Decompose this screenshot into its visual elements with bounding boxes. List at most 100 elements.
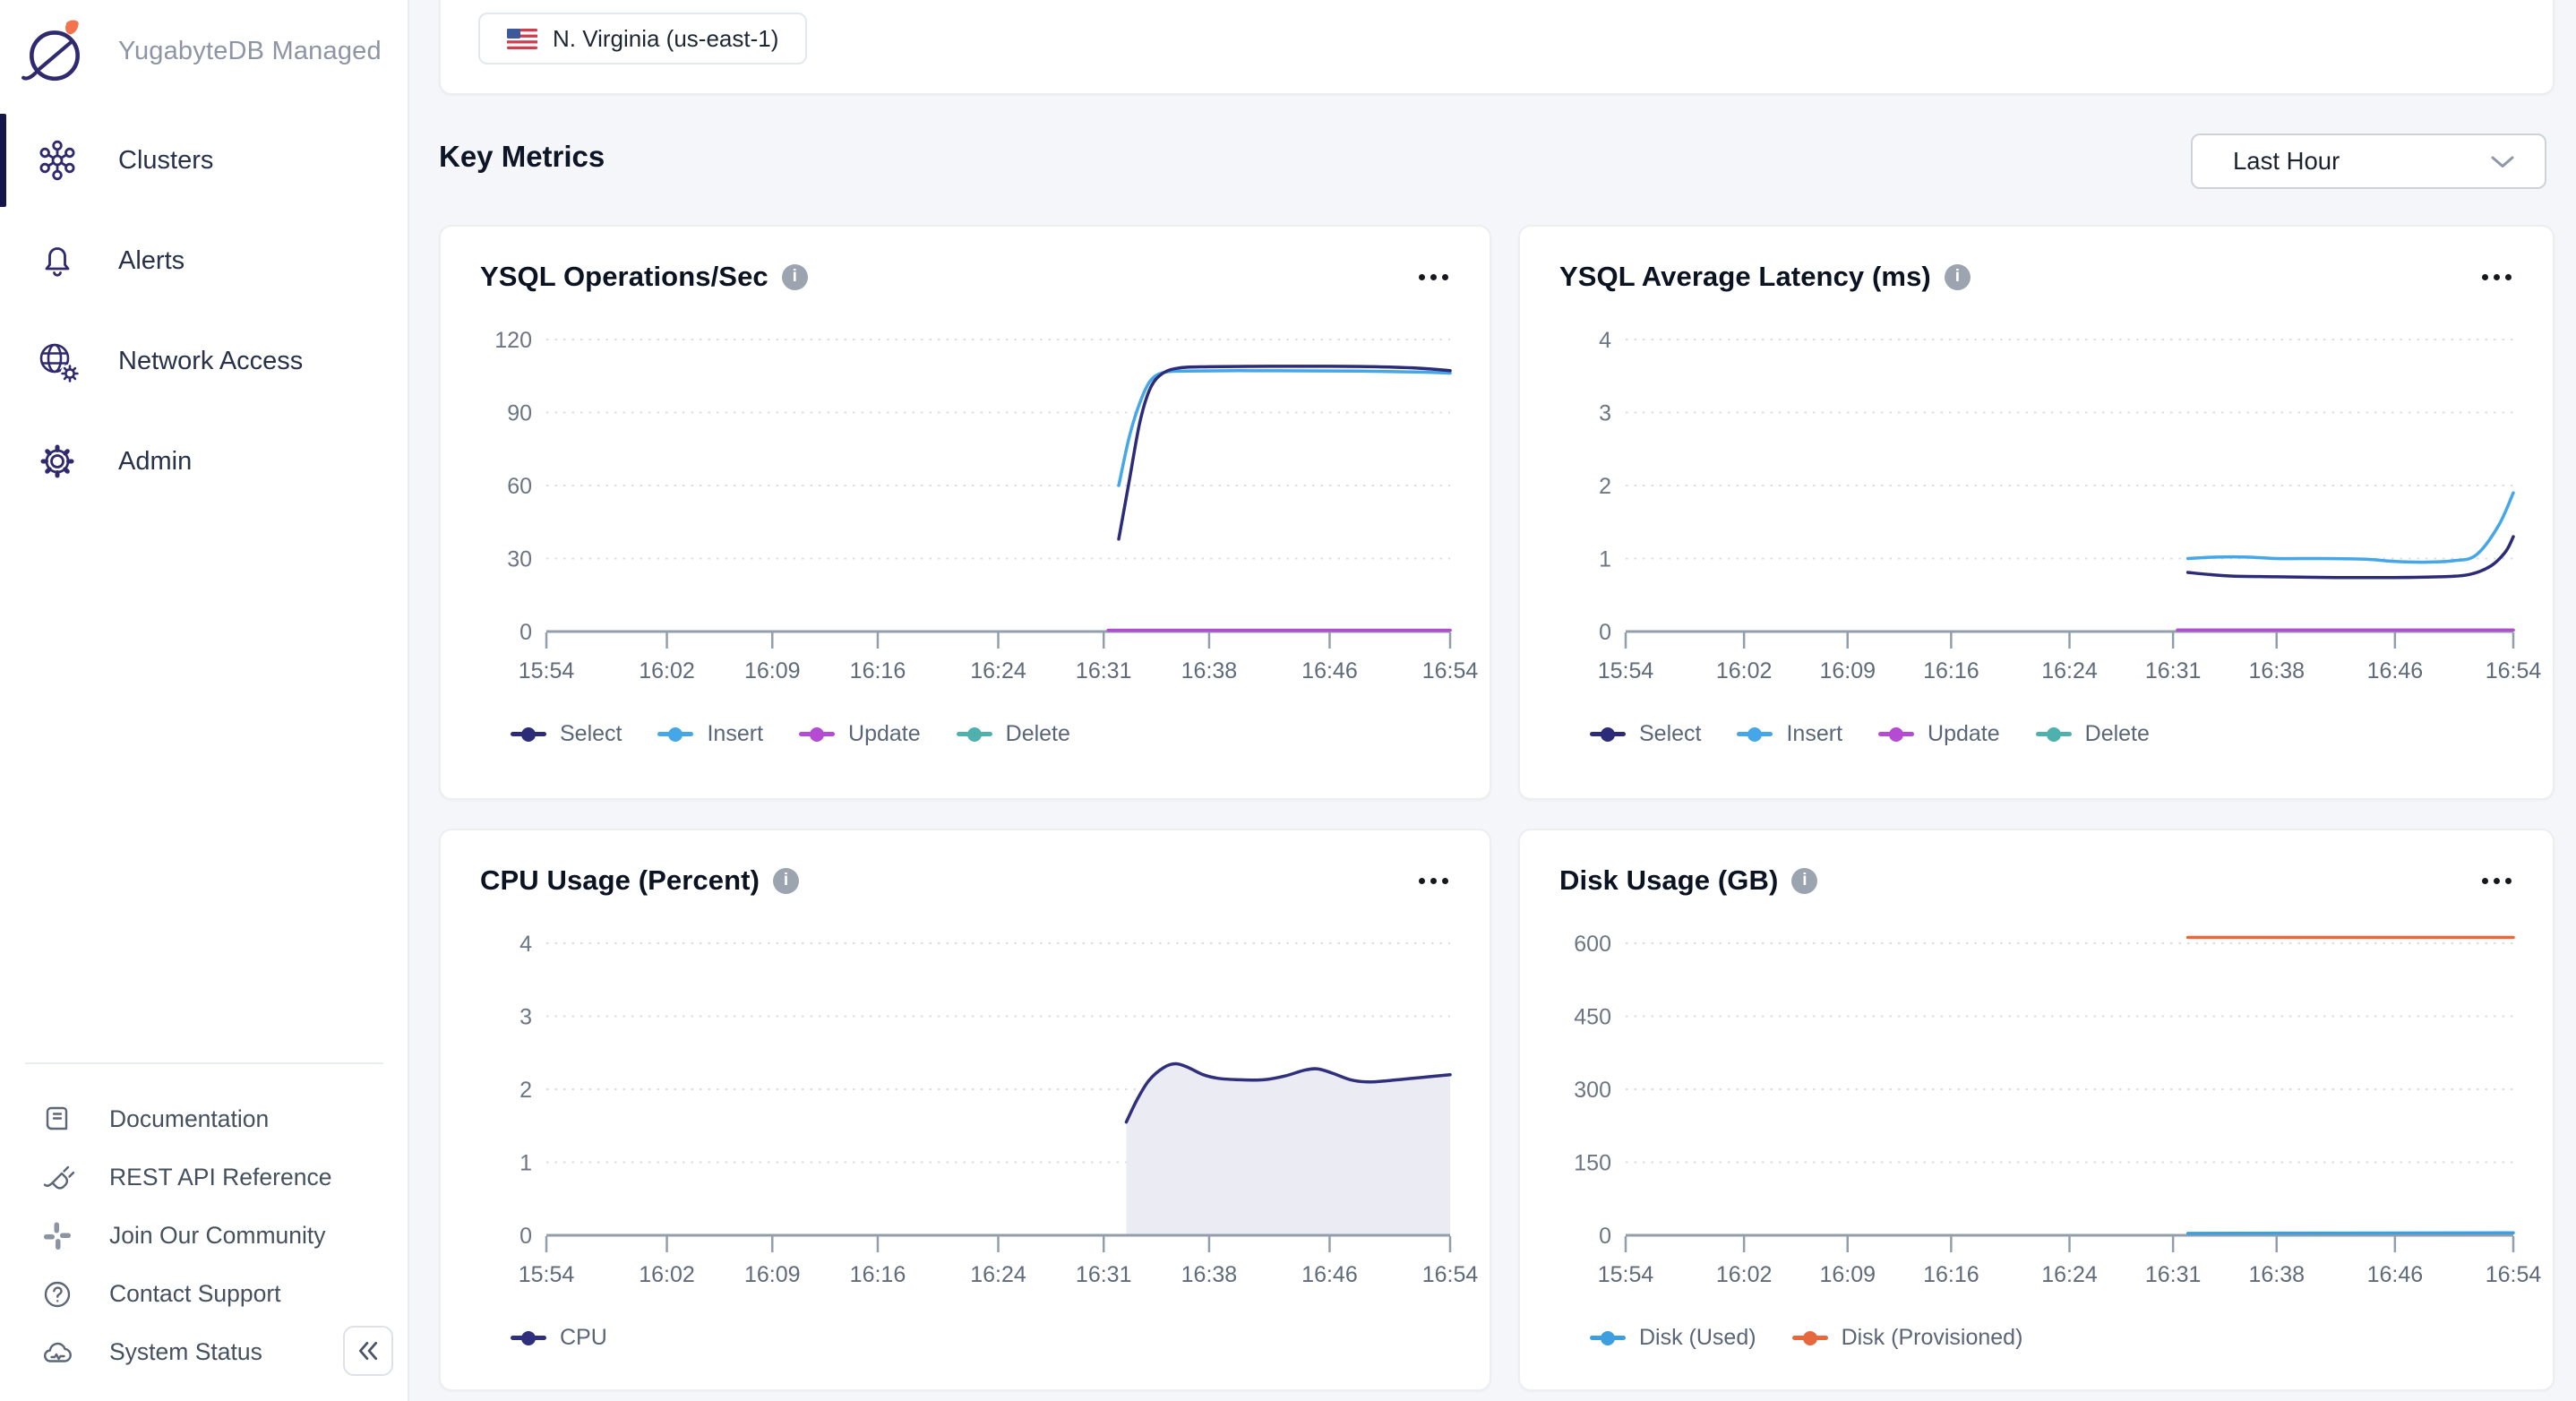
- sidebar-item-alerts[interactable]: Alerts: [0, 211, 408, 311]
- sidebar-link-label: Documentation: [109, 1105, 270, 1132]
- chart-legend: Select Insert Update Delete: [511, 721, 1490, 747]
- svg-text:600: 600: [1574, 932, 1611, 957]
- card-title: YSQL Average Latency (ms): [1559, 261, 1931, 292]
- legend-marker: [657, 726, 694, 742]
- ellipsis-menu-button[interactable]: [2480, 871, 2513, 891]
- svg-text:4: 4: [1599, 328, 1611, 353]
- card-header: YSQL Average Latency (ms): [1520, 227, 2553, 293]
- info-icon[interactable]: [1791, 867, 1818, 894]
- legend-label: Insert: [707, 721, 764, 746]
- legend-item-disk-provisioned[interactable]: Disk (Provisioned): [1791, 1325, 2023, 1351]
- svg-text:16:54: 16:54: [1422, 1262, 1479, 1287]
- legend-item-insert[interactable]: Insert: [657, 721, 763, 747]
- legend-item-cpu[interactable]: CPU: [511, 1325, 607, 1351]
- svg-text:150: 150: [1574, 1151, 1611, 1176]
- sidebar-footer-links: Documentation REST API Reference: [0, 1090, 408, 1381]
- svg-text:60: 60: [507, 474, 532, 499]
- metric-card-cpu-usage: CPU Usage (Percent) 0 1 2 3 4 15:54 16:02 16:09…: [439, 829, 1491, 1391]
- svg-text:3: 3: [1599, 401, 1611, 426]
- sidebar: YugabyteDB Managed Clusters: [0, 0, 409, 1401]
- legend-label: Disk (Provisioned): [1841, 1325, 2023, 1350]
- svg-text:16:09: 16:09: [744, 658, 801, 683]
- sidebar-item-network-access[interactable]: Network Access: [0, 311, 408, 411]
- svg-text:16:31: 16:31: [1076, 1262, 1132, 1287]
- sidebar-item-label: Alerts: [118, 245, 185, 275]
- sidebar-link-rest-api-reference[interactable]: REST API Reference: [0, 1148, 408, 1207]
- disk-usage-chart: 0 150 300 450 600 15:54 16:02 16:09 16:16 16:24 16…: [1574, 932, 2541, 1287]
- bell-icon: [34, 237, 81, 284]
- legend-label: Select: [560, 721, 623, 746]
- svg-text:16:31: 16:31: [2145, 1262, 2202, 1287]
- app-title: YugabyteDB Managed: [118, 36, 382, 65]
- sidebar-link-contact-support[interactable]: Contact Support: [0, 1265, 408, 1323]
- metric-card-disk-usage: Disk Usage (GB) 0 150 300 450 600 15:54 16:02 1…: [1518, 829, 2555, 1391]
- cloud-status-icon: [39, 1335, 75, 1371]
- sidebar-item-label: Admin: [118, 446, 193, 476]
- svg-text:16:02: 16:02: [639, 658, 695, 683]
- svg-text:15:54: 15:54: [519, 1262, 575, 1287]
- svg-text:15:54: 15:54: [519, 658, 575, 683]
- legend-label: Disk (Used): [1639, 1325, 1756, 1350]
- legend-marker: [1590, 1330, 1626, 1345]
- svg-text:16:38: 16:38: [1181, 658, 1238, 683]
- svg-text:30: 30: [507, 547, 532, 572]
- legend-marker: [511, 726, 546, 742]
- svg-text:16:46: 16:46: [2367, 658, 2424, 683]
- ellipsis-menu-button[interactable]: [1417, 871, 1450, 891]
- card-header: Disk Usage (GB): [1520, 830, 2553, 897]
- legend-item-update[interactable]: Update: [1878, 721, 2000, 747]
- svg-text:300: 300: [1574, 1078, 1611, 1103]
- legend-item-update[interactable]: Update: [799, 721, 921, 747]
- legend-item-select[interactable]: Select: [511, 721, 622, 747]
- svg-text:16:16: 16:16: [1923, 1262, 1979, 1287]
- sidebar-collapse-button[interactable]: [343, 1326, 393, 1376]
- legend-label: Update: [1928, 721, 2000, 746]
- legend-marker: [799, 726, 836, 742]
- app-logo[interactable]: YugabyteDB Managed: [20, 16, 382, 86]
- time-range-select[interactable]: Last Hour: [2191, 133, 2546, 189]
- sidebar-link-documentation[interactable]: Documentation: [0, 1090, 408, 1148]
- legend-item-delete[interactable]: Delete: [2035, 721, 2150, 747]
- svg-text:2: 2: [519, 1078, 532, 1103]
- gear-icon: [34, 438, 81, 485]
- legend-marker: [511, 1330, 546, 1345]
- chart-legend: Select Insert Update Delete: [1590, 721, 2553, 747]
- info-icon[interactable]: [773, 867, 799, 894]
- svg-text:16:09: 16:09: [744, 1262, 801, 1287]
- legend-item-select[interactable]: Select: [1590, 721, 1701, 747]
- legend-marker: [1791, 1330, 1828, 1345]
- book-icon: [39, 1102, 75, 1138]
- legend-label: Delete: [1005, 721, 1070, 746]
- info-icon[interactable]: [1944, 263, 1971, 290]
- plug-icon: [39, 1160, 75, 1196]
- sidebar-link-label: System Status: [109, 1338, 262, 1365]
- svg-text:450: 450: [1574, 1005, 1611, 1030]
- svg-text:16:16: 16:16: [1923, 658, 1979, 683]
- metric-card-ysql-latency: YSQL Average Latency (ms) 0 1 2 3 4 15:54 16:0…: [1518, 225, 2555, 800]
- svg-text:0: 0: [1599, 1224, 1611, 1249]
- sidebar-item-label: Clusters: [118, 145, 214, 175]
- ellipsis-menu-button[interactable]: [1417, 267, 1450, 288]
- yugabytedb-logo-icon: [20, 16, 90, 86]
- card-header: CPU Usage (Percent): [441, 830, 1490, 897]
- sidebar-link-join-our-community[interactable]: Join Our Community: [0, 1207, 408, 1265]
- svg-text:16:16: 16:16: [850, 658, 906, 683]
- clusters-icon: [34, 137, 81, 184]
- sidebar-link-system-status[interactable]: System Status: [0, 1323, 408, 1381]
- svg-text:16:24: 16:24: [2041, 658, 2098, 683]
- sidebar-item-clusters[interactable]: Clusters: [0, 110, 408, 211]
- ellipsis-menu-button[interactable]: [2480, 267, 2513, 288]
- legend-item-delete[interactable]: Delete: [956, 721, 1070, 747]
- legend-marker: [1878, 726, 1915, 742]
- slack-icon: [39, 1218, 75, 1254]
- region-chip[interactable]: N. Virginia (us-east-1): [478, 13, 808, 64]
- legend-item-insert[interactable]: Insert: [1737, 721, 1842, 747]
- svg-text:16:31: 16:31: [1076, 658, 1132, 683]
- svg-text:16:54: 16:54: [2486, 1262, 2542, 1287]
- legend-item-disk-used[interactable]: Disk (Used): [1590, 1325, 1756, 1351]
- legend-marker: [1590, 726, 1626, 742]
- svg-text:4: 4: [519, 932, 532, 957]
- sidebar-item-admin[interactable]: Admin: [0, 411, 408, 511]
- legend-label: Delete: [2084, 721, 2150, 746]
- info-icon[interactable]: [781, 263, 808, 290]
